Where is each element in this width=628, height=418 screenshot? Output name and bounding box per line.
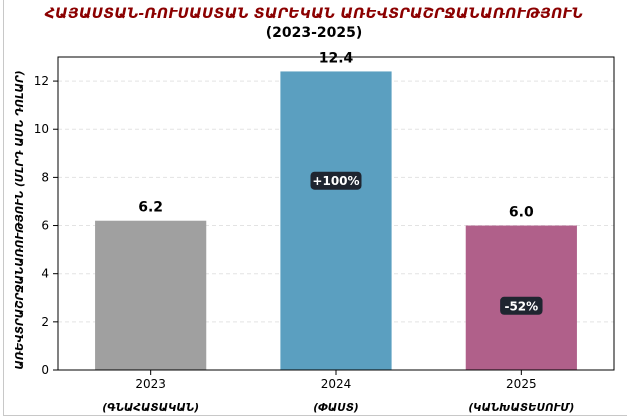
y-tick-label: 12 bbox=[34, 74, 49, 88]
x-sublabel-2025: (ԿԱՆԽԱՏԵՍՈՒՄ) bbox=[468, 402, 574, 414]
change-badge-text-2024: +100% bbox=[312, 174, 359, 188]
chart-subtitle: (2023-2025) bbox=[265, 25, 363, 41]
chart-title: ՀԱՅԱՍՏԱՆ-ՌՈՒՍԱՍՏԱՆ ՏԱՐԵԿԱՆ ԱՌԵՎՏՐԱՇՐՋԱՆԱ… bbox=[44, 6, 584, 22]
bar-2023 bbox=[95, 220, 207, 370]
x-tick-label-2023: 2023 bbox=[135, 377, 166, 391]
plot-area-border bbox=[57, 56, 615, 371]
y-tick-label: 2 bbox=[41, 315, 49, 329]
x-tick-label-2025: 2025 bbox=[506, 377, 537, 391]
y-tick-label: 10 bbox=[34, 122, 49, 136]
change-badge-2025 bbox=[500, 296, 543, 315]
chart-frame bbox=[3, 0, 627, 416]
y-tick-label: 8 bbox=[41, 170, 49, 184]
bar-2024 bbox=[280, 71, 392, 370]
x-tick-label-2024: 2024 bbox=[321, 377, 352, 391]
x-sublabel-2024: (ՓԱՍՏ) bbox=[313, 402, 358, 414]
value-label-2025: 6.0 bbox=[509, 205, 534, 221]
change-badge-text-2025: -52% bbox=[504, 299, 538, 313]
y-tick-label: 6 bbox=[41, 219, 49, 233]
value-label-2024: 12.4 bbox=[319, 50, 354, 66]
y-tick-label: 0 bbox=[41, 363, 49, 377]
change-badge-2024 bbox=[310, 171, 362, 190]
x-sublabel-2023: (ԳՆԱՀԱՏԱԿԱՆ) bbox=[102, 402, 199, 414]
value-label-2023: 6.2 bbox=[138, 200, 163, 216]
y-tick-label: 4 bbox=[41, 267, 49, 281]
